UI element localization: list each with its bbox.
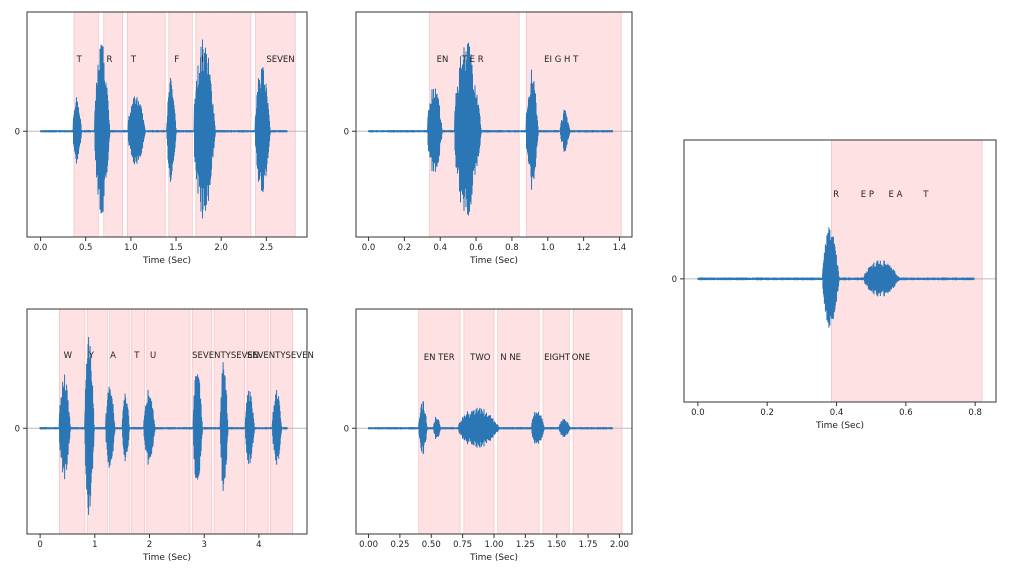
x-tick-label: 0.6 — [899, 408, 913, 418]
phoneme-annotation: SEVENTYSEVEN — [192, 351, 259, 361]
chart-panel-5: EN TER TWO N NE EIGHT ONE 0.00 0.25 0.50 0.75 1.0… — [344, 308, 633, 563]
word-span — [572, 308, 623, 535]
waveform-series — [697, 227, 975, 328]
x-axis-label: Time (Sec) — [469, 553, 518, 563]
phoneme-annotation: E P — [861, 190, 874, 200]
x-tick-label: 0.4 — [830, 408, 844, 418]
phoneme-annotation: T — [133, 351, 140, 361]
x-tick-label: 0.0 — [362, 243, 376, 253]
x-tick-label: 1.75 — [579, 540, 598, 550]
y-tick-label: 0 — [15, 127, 20, 137]
plot-frame — [26, 308, 308, 535]
x-tick-label: 2.5 — [260, 243, 274, 253]
x-tick-label: 0.2 — [760, 408, 774, 418]
phoneme-annotation: EI G H T — [544, 55, 579, 65]
phoneme-annotation: R — [106, 55, 112, 65]
x-tick-label: 0.50 — [422, 540, 441, 550]
plot-frame — [683, 139, 997, 403]
x-axis-label: Time (Sec) — [142, 256, 191, 266]
x-tick-label: 0.25 — [390, 540, 409, 550]
x-tick-label: 1.0 — [541, 243, 555, 253]
phoneme-annotation: EN — [437, 55, 449, 65]
x-tick-label: 3 — [201, 540, 206, 550]
x-tick-label: 0.8 — [505, 243, 519, 253]
x-tick-label: 0.00 — [359, 540, 378, 550]
x-tick-label: 0.0 — [34, 243, 48, 253]
x-tick-label: 0.75 — [453, 540, 472, 550]
phoneme-annotation: R — [833, 190, 839, 200]
x-tick-label: 0.8 — [968, 408, 982, 418]
waveform-series — [40, 39, 288, 219]
phoneme-annotation: EIGHT — [544, 353, 571, 363]
x-tick-label: 1.5 — [169, 243, 183, 253]
phoneme-annotation: U — [150, 351, 156, 361]
phoneme-annotation: Y — [88, 351, 95, 361]
phoneme-annotation: W — [64, 351, 73, 361]
x-tick-label: 0.4 — [433, 243, 447, 253]
waveform-series — [368, 401, 613, 454]
y-tick-label: 0 — [344, 127, 349, 137]
x-tick-label: 1.0 — [124, 243, 138, 253]
chart-panel-3: R E P E A T 0.0 0.2 0.4 0.6 0.8 0 Time (Sec) — [672, 139, 997, 431]
y-tick-label: 0 — [672, 275, 677, 285]
word-span — [525, 11, 622, 238]
x-tick-label: 1.4 — [613, 243, 627, 253]
phoneme-annotation: EN TER — [424, 353, 455, 363]
phoneme-annotation: T — [130, 55, 137, 65]
word-span — [131, 308, 145, 535]
x-tick-label: 0.0 — [691, 408, 705, 418]
x-axis-label: Time (Sec) — [469, 256, 518, 266]
x-tick-label: 2.00 — [610, 540, 629, 550]
x-tick-label: 2 — [147, 540, 152, 550]
x-tick-label: 0.5 — [79, 243, 93, 253]
phoneme-annotation: E A — [889, 190, 903, 200]
phoneme-annotation: T — [76, 55, 83, 65]
phoneme-annotation: F — [174, 55, 179, 65]
y-tick-label: 0 — [344, 424, 349, 434]
phoneme-annotation: T E R — [461, 55, 484, 65]
phoneme-annotation: SEVENTYSEVEN — [247, 351, 314, 361]
x-tick-label: 1 — [92, 540, 97, 550]
x-tick-label: 4 — [256, 540, 261, 550]
phoneme-annotation: SEVEN — [266, 55, 294, 65]
x-tick-label: 1.00 — [485, 540, 504, 550]
x-tick-label: 2.0 — [214, 243, 228, 253]
y-tick-label: 0 — [15, 424, 20, 434]
phoneme-annotation: ONE — [572, 353, 590, 363]
x-tick-label: 0 — [37, 540, 42, 550]
phoneme-annotation: TWO — [469, 353, 491, 363]
word-span — [831, 139, 983, 403]
x-axis-label: Time (Sec) — [815, 421, 864, 431]
plot-frame — [26, 11, 308, 238]
x-tick-label: 1.2 — [577, 243, 591, 253]
chart-panel-1: T R T F I SEVEN 0.0 0.5 1.0 1.5 2.0 2.5 0 Time (Sec) — [15, 11, 308, 266]
x-tick-label: 0.6 — [469, 243, 483, 253]
plot-frame — [355, 11, 633, 238]
x-tick-label: 1.50 — [547, 540, 566, 550]
phoneme-annotation: T — [922, 190, 929, 200]
waveform-series — [39, 336, 288, 515]
phoneme-annotation: N NE — [500, 353, 521, 363]
x-axis-label: Time (Sec) — [142, 553, 191, 563]
waveform-series — [368, 42, 613, 216]
x-tick-label: 0.2 — [398, 243, 412, 253]
phoneme-annotation: I — [201, 55, 204, 65]
x-tick-label: 1.25 — [516, 540, 535, 550]
phoneme-annotation: A — [110, 351, 116, 361]
word-span — [213, 308, 245, 535]
chart-panel-2: EN T E R EI G H T 0.0 0.2 0.4 0.6 0.8 1.0 1.2 1.4 0… — [344, 11, 633, 266]
